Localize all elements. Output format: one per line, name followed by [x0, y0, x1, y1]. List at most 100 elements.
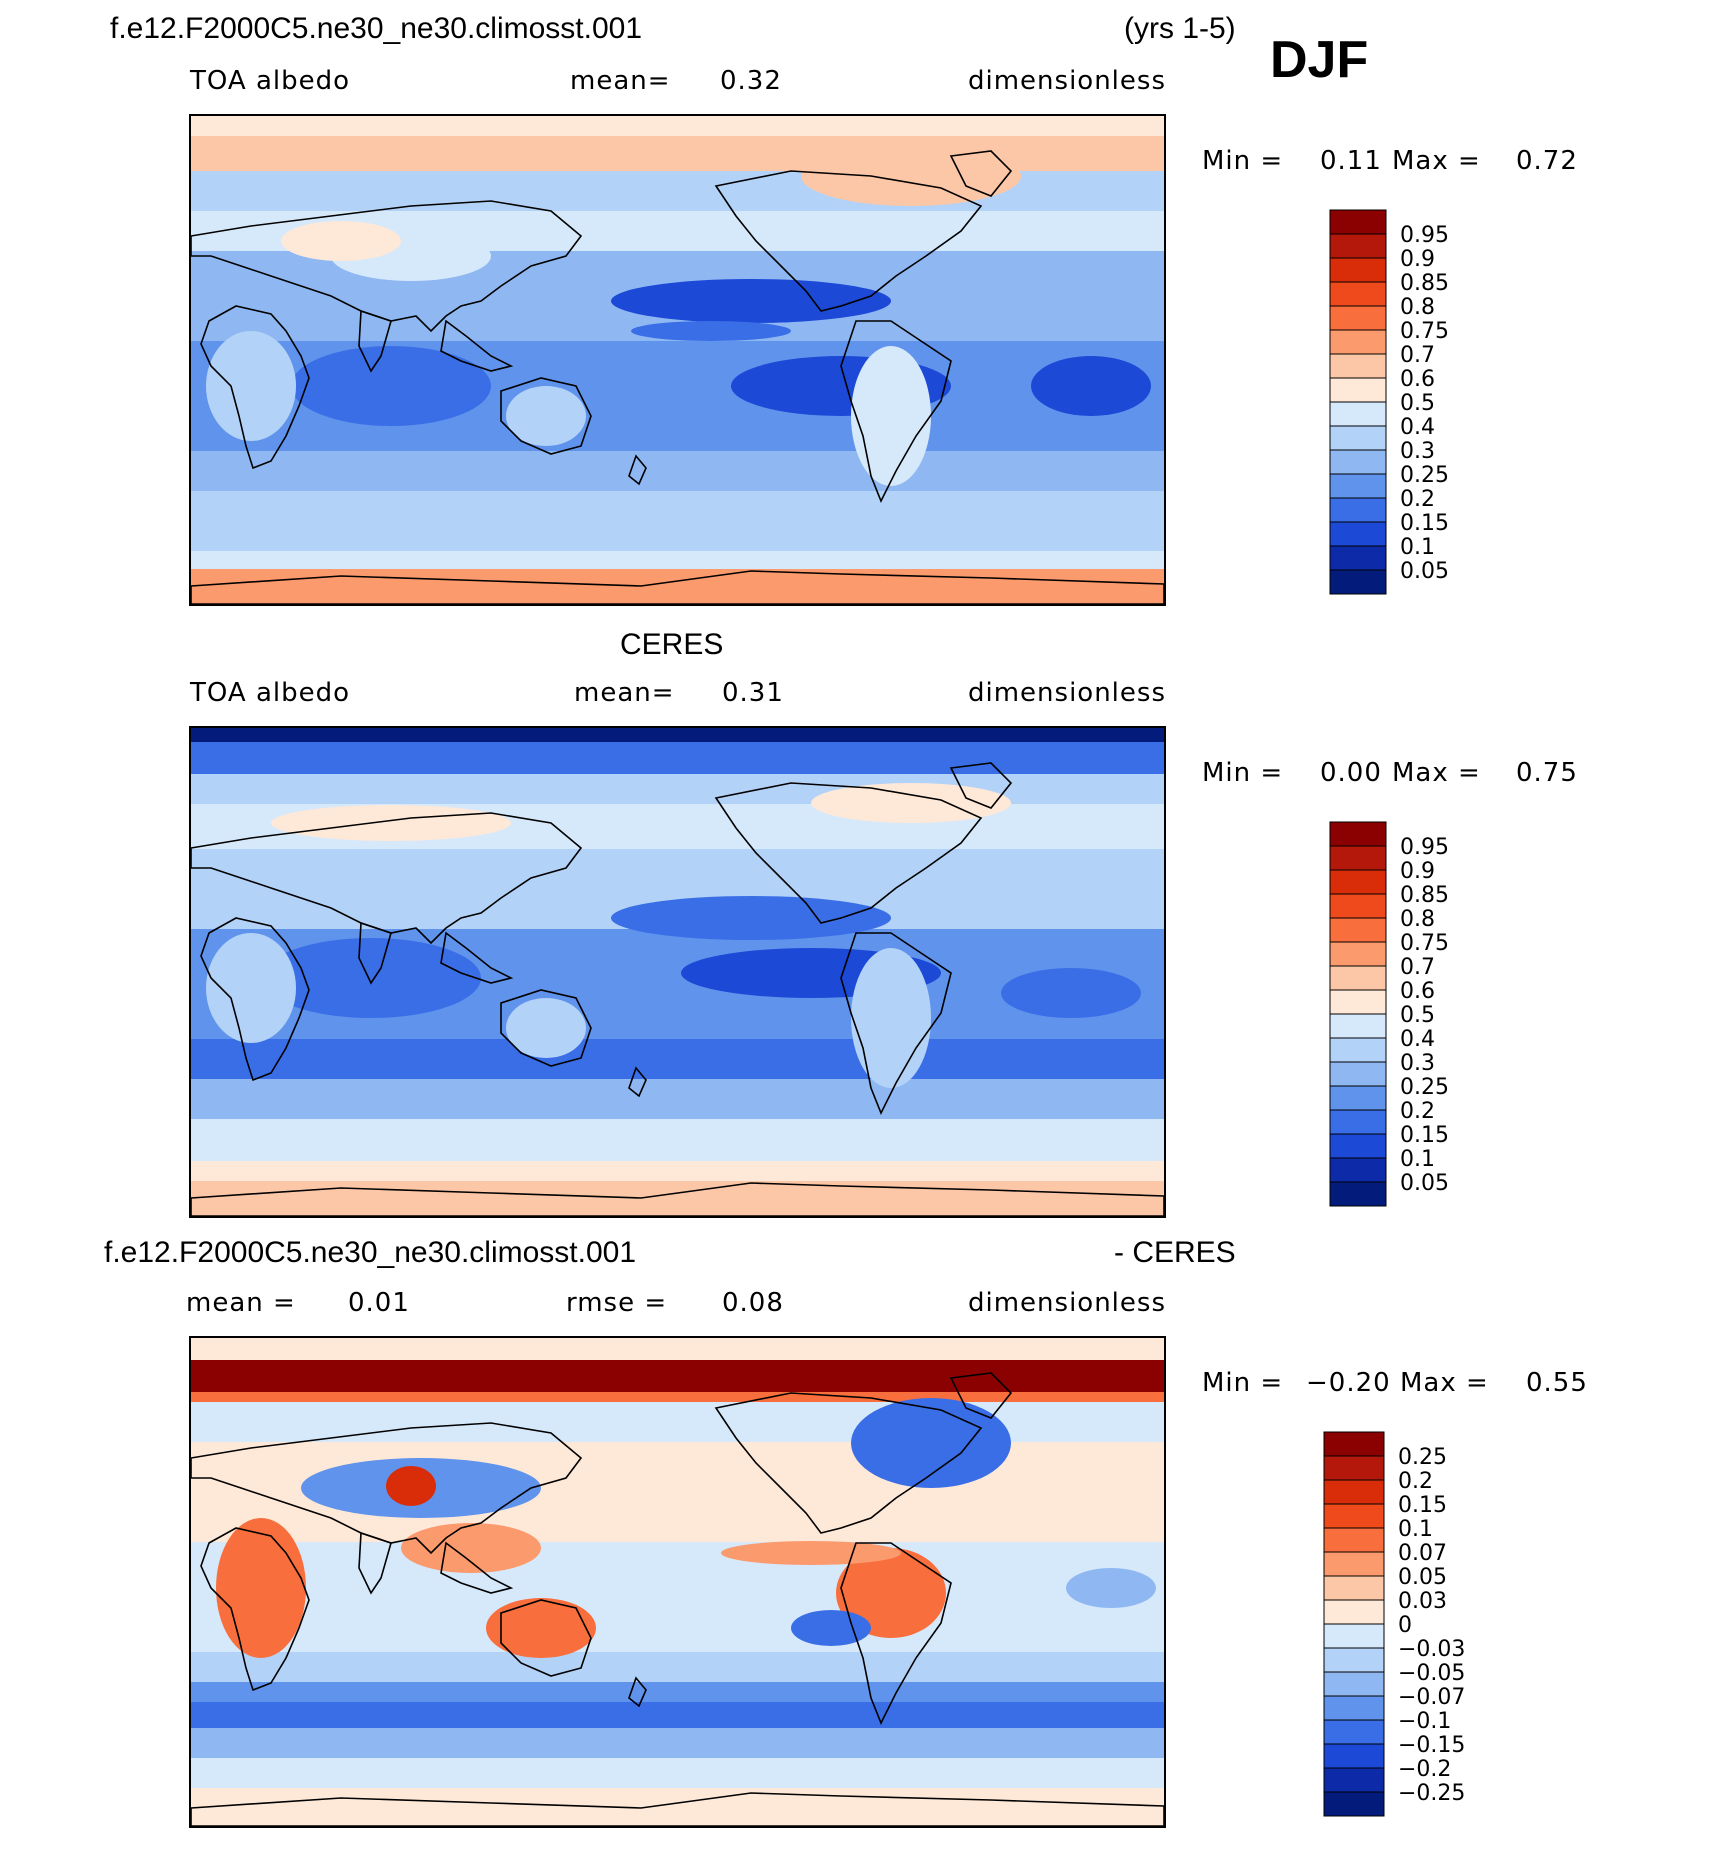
field-blob	[801, 146, 1021, 206]
field-blob	[811, 783, 1011, 823]
field-band	[191, 116, 1164, 136]
colorbar-swatch	[1329, 1109, 1387, 1135]
panel1-min-value: 0.11	[1320, 146, 1382, 176]
panel2-variable: TOA albedo	[190, 678, 351, 708]
coastline	[628, 1676, 647, 1708]
colorbar-swatch	[1329, 869, 1387, 895]
colorbar-tick-label: −0.2	[1398, 1757, 1451, 1782]
panel3-max-label: Max =	[1400, 1368, 1489, 1398]
coastline	[358, 921, 392, 985]
colorbar-tick-label: −0.05	[1398, 1661, 1465, 1686]
field-band	[191, 1758, 1164, 1788]
colorbar-tick-label: 0.6	[1400, 367, 1435, 392]
field-blob	[291, 346, 491, 426]
colorbar-swatch	[1323, 1695, 1385, 1721]
colorbar-swatch	[1323, 1767, 1385, 1793]
colorbar-tick-label: 0.75	[1400, 931, 1449, 956]
colorbar-swatch	[1329, 353, 1387, 379]
field-band	[191, 1119, 1164, 1161]
field-band	[191, 1338, 1164, 1360]
case-title: f.e12.F2000C5.ne30_ne30.climosst.001	[110, 12, 643, 45]
colorbar-tick-label: 0.75	[1400, 319, 1449, 344]
field-blob	[216, 1518, 306, 1658]
colorbar-swatch	[1329, 329, 1387, 355]
field-band	[191, 569, 1164, 604]
field-blob	[611, 896, 891, 940]
colorbar-swatch	[1323, 1647, 1385, 1673]
colorbar-swatch	[1323, 1743, 1385, 1769]
field-band	[191, 1161, 1164, 1181]
colorbar-swatch	[1329, 281, 1387, 307]
field-band	[191, 1652, 1164, 1682]
colorbar-tick-label: 0.3	[1400, 1051, 1435, 1076]
colorbar-tick-label: 0.8	[1400, 295, 1435, 320]
coastline	[191, 200, 583, 333]
colorbar-swatch	[1329, 989, 1387, 1015]
colorbar-swatch	[1323, 1719, 1385, 1745]
field-blob	[836, 1548, 946, 1638]
coastline	[840, 1542, 952, 1725]
colorbar-tick-label: 0.95	[1400, 835, 1449, 860]
field-blob	[721, 1541, 901, 1565]
coastline	[358, 309, 392, 373]
panel2-units: dimensionless	[968, 678, 1166, 708]
colorbar-swatch	[1323, 1623, 1385, 1649]
coastline	[714, 1392, 983, 1534]
colorbar-tick-label: 0.2	[1398, 1469, 1433, 1494]
coastline	[840, 932, 952, 1115]
panel2-title: CERES	[620, 628, 724, 661]
field-band	[191, 551, 1164, 569]
coastline	[191, 1792, 1164, 1826]
colorbar-swatch	[1329, 497, 1387, 523]
colorbar-swatch	[1323, 1791, 1385, 1817]
field-band	[191, 1392, 1164, 1402]
coastline	[191, 812, 583, 945]
field-blob	[401, 1523, 541, 1573]
colorbar-swatch	[1329, 569, 1387, 595]
colorbar-tick-label: 0.6	[1400, 979, 1435, 1004]
field-band	[191, 1728, 1164, 1758]
colorbar-swatch	[1323, 1575, 1385, 1601]
coastline	[358, 1531, 392, 1595]
field-blob	[791, 1610, 871, 1646]
field-blob	[386, 1466, 436, 1506]
panel1-units: dimensionless	[968, 66, 1166, 96]
colorbar-tick-label: 0.5	[1400, 391, 1435, 416]
panel2-map	[189, 726, 1166, 1218]
panel3-map	[189, 1336, 1166, 1828]
field-band	[191, 451, 1164, 491]
panel3-min-value: −0.20	[1306, 1368, 1391, 1398]
colorbar-tick-label: 0.7	[1400, 343, 1435, 368]
colorbar-tick-label: 0	[1398, 1613, 1412, 1638]
panel3-min-label: Min =	[1202, 1368, 1284, 1398]
panel2-mean-value: 0.31	[722, 678, 784, 708]
coastline	[500, 1599, 592, 1677]
colorbar-swatch	[1329, 521, 1387, 547]
panel1-max-value: 0.72	[1516, 146, 1578, 176]
coastline	[949, 150, 1013, 197]
colorbar-tick-label: 0.4	[1400, 1027, 1435, 1052]
colorbar-swatch	[1323, 1527, 1385, 1553]
panel2-colorbar: 0.950.90.850.80.750.70.60.50.40.30.250.2…	[1329, 821, 1449, 1207]
panel1-map	[189, 114, 1166, 606]
field-band	[191, 774, 1164, 804]
colorbar-tick-label: 0.05	[1398, 1565, 1447, 1590]
colorbar-tick-label: 0.05	[1400, 1171, 1449, 1196]
field-blob	[851, 948, 931, 1088]
colorbar-swatch	[1329, 917, 1387, 943]
colorbar-tick-label: −0.07	[1398, 1685, 1465, 1710]
panel2-min-label: Min =	[1202, 758, 1284, 788]
panel3-rmse-value: 0.08	[722, 1288, 784, 1318]
field-band	[191, 728, 1164, 742]
coastline	[500, 989, 592, 1067]
colorbar-swatch	[1329, 821, 1387, 847]
panel3-rmse-label: rmse =	[566, 1288, 668, 1318]
field-band	[191, 136, 1164, 171]
field-band	[191, 1039, 1164, 1079]
colorbar-tick-label: 0.15	[1398, 1493, 1447, 1518]
colorbar-swatch	[1329, 209, 1387, 235]
field-band	[191, 1402, 1164, 1442]
colorbar-swatch	[1329, 449, 1387, 475]
colorbar-tick-label: 0.8	[1400, 907, 1435, 932]
colorbar-tick-label: 0.7	[1400, 955, 1435, 980]
